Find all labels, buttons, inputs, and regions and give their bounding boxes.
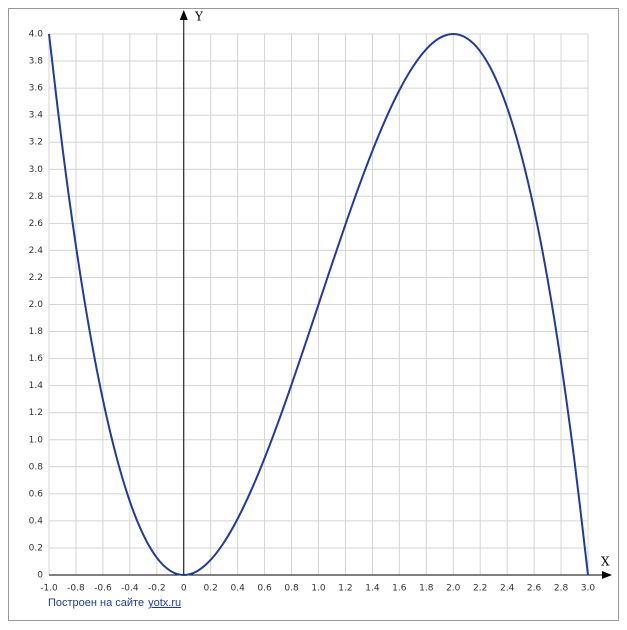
y-tick-label: 1.8: [29, 327, 44, 337]
y-tick-label: 0.8: [29, 462, 44, 472]
x-tick-label: 2.4: [500, 584, 515, 594]
y-tick-label: 2.8: [29, 192, 44, 202]
y-tick-label: 0: [37, 571, 43, 581]
x-axis-label: X: [601, 555, 610, 569]
y-tick-label: 0.4: [29, 516, 44, 526]
curve: [48, 32, 589, 577]
x-tick-label: 0.2: [204, 584, 218, 594]
footer-link[interactable]: yotx.ru: [148, 597, 181, 609]
y-tick-label: 2.4: [29, 246, 44, 256]
x-tick-label: 1.2: [338, 584, 352, 594]
x-tick-label: 3.0: [581, 584, 596, 594]
x-tick-label: 0.8: [284, 584, 299, 594]
y-tick-label: 1.4: [29, 381, 44, 391]
y-tick-label: 2.6: [29, 219, 44, 229]
y-tick-label: 3.0: [29, 165, 44, 175]
y-tick-label: 3.6: [29, 84, 44, 94]
y-tick-label: 1.6: [29, 354, 44, 364]
x-tick-label: 1.4: [365, 584, 380, 594]
y-tick-label: 1.0: [29, 435, 44, 445]
x-tick-label: 2.2: [473, 584, 487, 594]
x-tick-label: 0: [181, 584, 187, 594]
y-tick-label: 2.0: [29, 300, 44, 310]
x-tick-label: 1.0: [311, 584, 326, 594]
x-tick-label: 2.0: [446, 584, 461, 594]
y-tick-label: 1.2: [29, 408, 43, 418]
y-axis-arrow: [179, 10, 188, 20]
x-tick-label: 0.6: [257, 584, 272, 594]
x-tick-label: 1.6: [392, 584, 407, 594]
y-tick-label: 3.4: [29, 111, 44, 121]
y-tick-label: 0.2: [29, 543, 43, 553]
x-axis-arrow: [602, 571, 612, 579]
y-tick-label: 4.0: [29, 30, 44, 40]
x-tick-label: -0.8: [67, 584, 85, 594]
x-tick-label: -0.4: [121, 584, 139, 594]
footer-text: Построен на сайте: [48, 597, 144, 609]
x-tick-label: -0.6: [94, 584, 112, 594]
y-tick-label: 3.8: [29, 57, 44, 67]
x-tick-label: 0.4: [230, 584, 245, 594]
y-tick-label: 0.6: [29, 489, 44, 499]
x-tick-label: 1.8: [419, 584, 434, 594]
x-tick-label: -0.2: [148, 584, 166, 594]
y-tick-label: 3.2: [29, 138, 43, 148]
frame: [8, 8, 619, 621]
x-tick-label: -1.0: [40, 584, 58, 594]
y-tick-label: 2.2: [29, 273, 43, 283]
x-tick-label: 2.6: [527, 584, 542, 594]
y-axis-label: Y: [194, 10, 204, 24]
x-tick-label: 2.8: [554, 584, 569, 594]
